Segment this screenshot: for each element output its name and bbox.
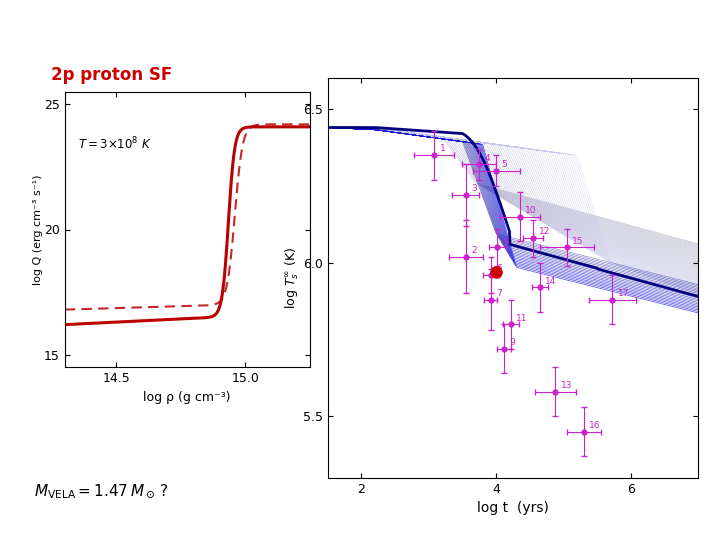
Text: 12: 12 [539,227,550,237]
Text: $M_{\rm VELA} = 1.47\, M_\odot\,?$: $M_{\rm VELA} = 1.47\, M_\odot\,?$ [34,482,168,501]
Text: 2p proton SF: 2p proton SF [51,66,172,84]
Text: MODIFIED AND DIRECT URCA PROCESSES:: MODIFIED AND DIRECT URCA PROCESSES: [148,11,572,29]
Text: 11: 11 [516,314,528,322]
Text: 4: 4 [485,154,490,163]
Text: Mass ordering is the same!: Mass ordering is the same! [33,413,258,427]
Text: 1: 1 [439,145,445,153]
Text: 13: 13 [561,381,572,390]
Y-axis label: log $T_s^{\infty}$ (K): log $T_s^{\infty}$ (K) [284,247,302,309]
Text: 16: 16 [589,421,600,430]
X-axis label: log t  (yrs): log t (yrs) [477,501,549,515]
Text: 2: 2 [471,246,477,255]
Text: 7: 7 [496,289,502,298]
Text: 15: 15 [572,237,584,246]
Text: 9: 9 [510,338,516,347]
Y-axis label: log Q (erg cm⁻³ s⁻¹): log Q (erg cm⁻³ s⁻¹) [32,174,42,285]
Text: $T=3{\times}10^8$ K: $T=3{\times}10^8$ K [78,136,151,152]
Text: 3: 3 [471,185,477,193]
Text: 8: 8 [503,237,508,246]
Text: 10: 10 [525,206,536,215]
X-axis label: log ρ (g cm⁻³): log ρ (g cm⁻³) [143,390,231,403]
Text: SMOOTH TRANSITION -- II: SMOOTH TRANSITION -- II [230,44,490,62]
Text: 6: 6 [496,265,502,273]
Text: 17: 17 [618,289,629,298]
Text: 14: 14 [545,276,557,286]
Text: 5: 5 [502,160,508,169]
